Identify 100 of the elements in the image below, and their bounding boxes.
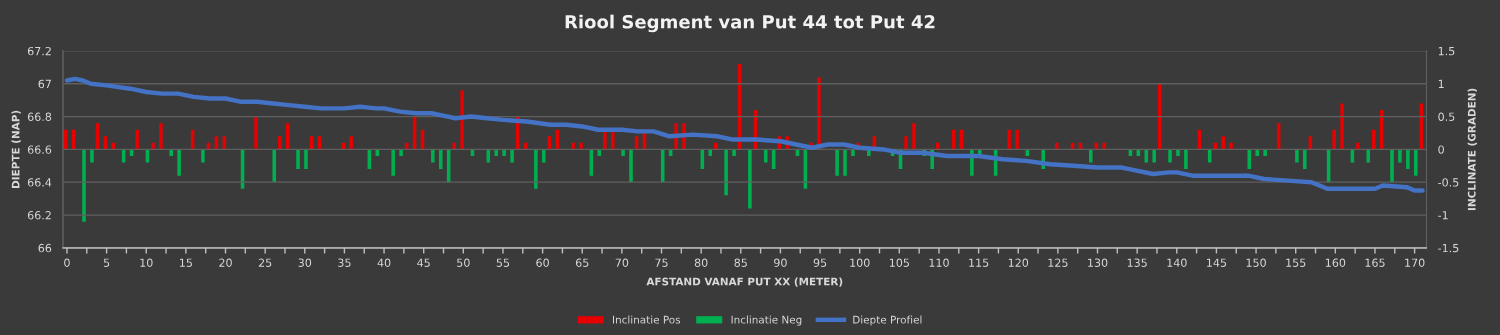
- bar: [63, 129, 68, 150]
- bar: [296, 149, 300, 170]
- bar: [460, 90, 464, 150]
- chart-title: Riool Segment van Put 44 tot Put 42: [565, 14, 935, 33]
- bar: [571, 142, 575, 150]
- bar: [169, 149, 173, 156]
- bar: [159, 123, 163, 150]
- bar: [177, 149, 181, 176]
- line-series: [64, 76, 1425, 193]
- y2-axis-title: INCLINATE (GRADEN): [1467, 88, 1477, 211]
- bar: [629, 149, 633, 183]
- bar: [763, 149, 768, 163]
- x-axis-title: AFSTAND VANAF PUT XX (METER): [646, 277, 843, 287]
- x-tick-label: 10: [140, 258, 153, 267]
- x-tick-label: 145: [1207, 258, 1227, 267]
- bar: [391, 149, 395, 176]
- bar: [1340, 103, 1344, 150]
- bar: [1168, 149, 1172, 163]
- x-tick-label: 165: [1365, 258, 1385, 267]
- bar: [603, 129, 607, 150]
- bar: [349, 136, 353, 150]
- bar: [304, 149, 308, 170]
- bar: [135, 129, 139, 150]
- bar: [555, 129, 560, 150]
- y2-tick-label: 0: [1438, 145, 1444, 154]
- legend-label: Inclinatie Neg: [731, 315, 802, 326]
- bar: [1229, 142, 1233, 150]
- y2-tick-label: -0.5: [1438, 178, 1459, 187]
- x-tick-label: 155: [1286, 258, 1306, 267]
- x-tick-label: 35: [338, 258, 351, 267]
- x-tick-label: 50: [457, 258, 470, 267]
- x-tick-label: 95: [813, 258, 827, 267]
- x-tick-label: 140: [1167, 258, 1187, 267]
- x-tick-label: 25: [258, 258, 272, 267]
- bar: [1007, 129, 1011, 150]
- bar: [452, 142, 456, 150]
- bar: [843, 149, 847, 176]
- y-tick-label: 67: [38, 79, 51, 89]
- x-tick-label: 170: [1405, 258, 1425, 267]
- bar: [278, 136, 282, 150]
- bar: [835, 149, 839, 176]
- bar: [1221, 136, 1225, 150]
- y2-tick-label: 1: [1438, 79, 1444, 88]
- bar: [1390, 149, 1394, 183]
- legend-label: Inclinatie Pos: [613, 315, 681, 324]
- x-tick-label: 115: [969, 258, 989, 267]
- bar: [1372, 129, 1376, 150]
- x-tick-label: 125: [1048, 258, 1068, 267]
- x-tick-label: 110: [929, 258, 949, 267]
- bar: [1356, 142, 1360, 150]
- y-tick-label: 66.8: [27, 112, 52, 121]
- x-tick-label: 160: [1325, 258, 1346, 267]
- bar: [621, 149, 625, 156]
- bar: [1295, 149, 1299, 163]
- bar: [851, 149, 855, 156]
- bar: [1255, 149, 1260, 156]
- x-tick-label: 90: [774, 258, 787, 267]
- y2-tick-label: 0.5: [1438, 112, 1455, 121]
- bar: [904, 136, 908, 150]
- bar: [579, 142, 583, 150]
- bar: [748, 149, 752, 209]
- y-tick-label: 66.4: [27, 178, 52, 187]
- bar: [1184, 149, 1188, 170]
- bar: [1263, 149, 1267, 156]
- x-tick-label: 80: [694, 258, 708, 267]
- bar: [399, 149, 403, 156]
- bar: [82, 149, 86, 222]
- x-tick-label: 100: [850, 258, 870, 267]
- x-tick-label: 5: [103, 258, 110, 267]
- bar: [1406, 149, 1410, 170]
- bar: [1303, 149, 1307, 170]
- bar: [151, 142, 155, 150]
- bar: [438, 149, 443, 170]
- x-tick-label: 65: [575, 258, 589, 267]
- bar: [254, 116, 258, 150]
- bar: [1144, 149, 1149, 163]
- x-tick-label: 150: [1246, 258, 1266, 267]
- x-tick-label: 75: [655, 258, 668, 267]
- bar: [1015, 129, 1019, 150]
- bar: [494, 149, 499, 156]
- x-tick-label: 45: [417, 258, 430, 267]
- x-tick-label: 85: [734, 258, 747, 267]
- y2-tick-label: -1.5: [1438, 244, 1459, 253]
- bar: [272, 149, 277, 183]
- x-tick-label: 30: [298, 258, 312, 267]
- bar: [1102, 142, 1107, 150]
- bar: [610, 129, 615, 150]
- bar: [510, 149, 514, 163]
- bar: [936, 142, 940, 150]
- bar: [1332, 129, 1336, 150]
- y-tick-label: 66: [38, 243, 52, 253]
- x-tick-label: 20: [219, 258, 232, 267]
- x-tick-label: 60: [536, 258, 549, 267]
- y-tick-label: 66.6: [27, 145, 52, 154]
- bar: [597, 149, 602, 156]
- bar: [732, 149, 736, 156]
- bar: [90, 149, 94, 163]
- bar: [1157, 83, 1162, 150]
- bar: [341, 142, 346, 150]
- bar: [714, 142, 718, 150]
